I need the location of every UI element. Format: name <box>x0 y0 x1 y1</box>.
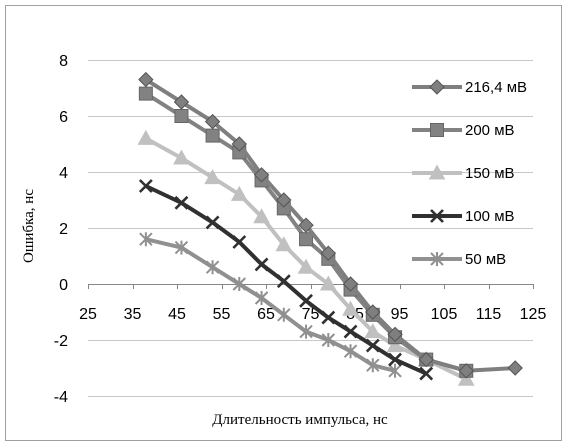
x-tick-label: 115 <box>476 306 502 323</box>
legend-marker <box>429 79 445 95</box>
series-layer <box>137 71 523 386</box>
x-tick-label: 45 <box>168 306 186 323</box>
data-point <box>174 240 189 255</box>
series-3 <box>137 129 475 386</box>
data-point <box>387 326 403 343</box>
grid-lines <box>88 60 534 397</box>
x-tick-label: 35 <box>124 306 142 323</box>
data-point <box>342 300 359 316</box>
data-point <box>297 258 315 274</box>
data-point <box>204 169 221 185</box>
y-tick-label: -2 <box>54 333 68 350</box>
data-point <box>299 324 313 339</box>
legend-item: 50 мВ <box>412 251 506 268</box>
data-point <box>458 363 474 379</box>
data-point <box>364 323 382 339</box>
data-point <box>298 217 314 233</box>
legend: 216,4 мВ 200 мВ 150 мВ 100 мВ 50 мВ <box>412 79 527 268</box>
x-tick-label: 25 <box>79 306 97 323</box>
data-point <box>276 274 291 289</box>
data-point <box>299 232 314 247</box>
legend-item: 150 мВ <box>412 164 515 182</box>
data-point <box>174 109 189 123</box>
data-point <box>419 366 434 381</box>
x-tick-label: 75 <box>302 306 320 323</box>
legend-label: 100 мВ <box>465 208 515 225</box>
data-point <box>173 94 190 110</box>
data-point <box>366 358 380 373</box>
data-point <box>205 128 220 143</box>
y-axis-title: Ошибка, нс <box>21 189 37 263</box>
x-axis-title: Длительность импульса, нс <box>212 412 388 428</box>
data-point <box>230 185 248 201</box>
y-tick-label: 0 <box>59 277 68 294</box>
data-point <box>342 276 359 292</box>
x-tick-label: 95 <box>391 306 409 323</box>
data-point <box>139 232 153 247</box>
legend-marker <box>428 164 446 180</box>
data-point <box>137 129 155 145</box>
data-point <box>365 338 380 353</box>
data-point <box>276 192 292 208</box>
data-point <box>321 333 336 347</box>
legend-marker <box>430 209 444 223</box>
x-tick-label: 65 <box>257 306 275 323</box>
data-point <box>277 307 291 322</box>
y-tick-label: 4 <box>59 165 68 182</box>
data-point <box>231 136 248 152</box>
legend-item: 100 мВ <box>412 208 515 225</box>
data-point <box>388 352 402 367</box>
data-point <box>343 344 358 359</box>
legend-item: 200 мВ <box>412 122 515 139</box>
data-point <box>138 179 153 193</box>
legend-label: 150 мВ <box>465 165 515 182</box>
data-point <box>253 208 270 224</box>
data-point <box>320 245 337 261</box>
legend-marker <box>430 252 444 266</box>
y-tick-label: 6 <box>59 109 68 126</box>
data-point <box>507 360 523 376</box>
x-tick-label: 125 <box>520 306 547 323</box>
series-1 <box>138 71 523 379</box>
data-point <box>418 351 434 368</box>
data-point <box>299 293 313 308</box>
data-point <box>232 277 247 291</box>
data-point <box>205 260 220 275</box>
legend-marker <box>430 123 444 137</box>
data-point <box>138 71 154 88</box>
y-tick-label: 2 <box>59 221 68 238</box>
series-5 <box>139 232 402 378</box>
legend-label: 50 мВ <box>465 251 506 268</box>
y-tick-label: -4 <box>54 389 68 406</box>
data-point <box>343 324 358 339</box>
data-point <box>386 337 404 353</box>
data-point <box>254 257 269 272</box>
series-4 <box>138 179 434 381</box>
data-point <box>319 275 337 291</box>
data-point <box>321 310 336 325</box>
legend-item: 216,4 мВ <box>412 79 527 96</box>
data-point <box>174 195 189 210</box>
data-point <box>204 113 221 130</box>
data-point <box>253 167 270 183</box>
y-tick-label: 8 <box>59 53 68 70</box>
data-point <box>388 363 402 378</box>
data-point <box>275 236 293 252</box>
x-tick-label: 105 <box>431 306 458 323</box>
legend-label: 200 мВ <box>465 122 515 139</box>
x-tick-label: 55 <box>213 306 231 323</box>
legend-label: 216,4 мВ <box>465 79 527 96</box>
data-point <box>254 291 269 305</box>
data-point <box>205 215 220 230</box>
data-point <box>365 304 381 320</box>
data-point <box>232 235 247 249</box>
series-line <box>144 77 516 373</box>
data-point <box>173 149 190 165</box>
data-point <box>138 86 153 101</box>
